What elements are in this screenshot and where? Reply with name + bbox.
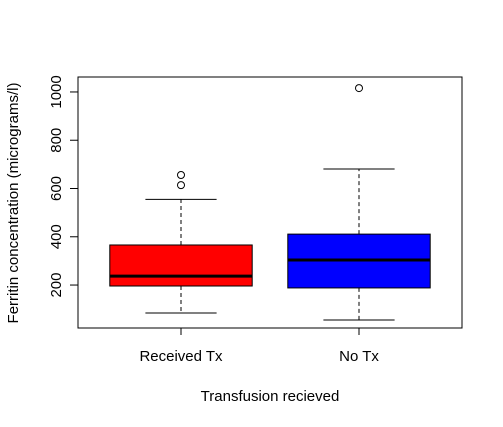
- x-axis-label: Transfusion recieved: [201, 388, 340, 405]
- box: [109, 244, 253, 287]
- y-tick-label: 400: [48, 224, 65, 249]
- y-tick-label: 800: [48, 128, 65, 153]
- y-tick-label: 200: [48, 273, 65, 298]
- x-tick-label: Received Tx: [139, 348, 223, 365]
- y-axis-label: Ferritin concentration (micrograms/l): [5, 83, 22, 324]
- outlier: [177, 181, 185, 190]
- outlier: [355, 84, 363, 93]
- outlier: [177, 170, 185, 179]
- x-tick-label: No Tx: [339, 348, 379, 365]
- y-tick-label: 1000: [48, 75, 65, 108]
- y-tick-label: 600: [48, 176, 65, 201]
- plot-frame: [77, 76, 463, 329]
